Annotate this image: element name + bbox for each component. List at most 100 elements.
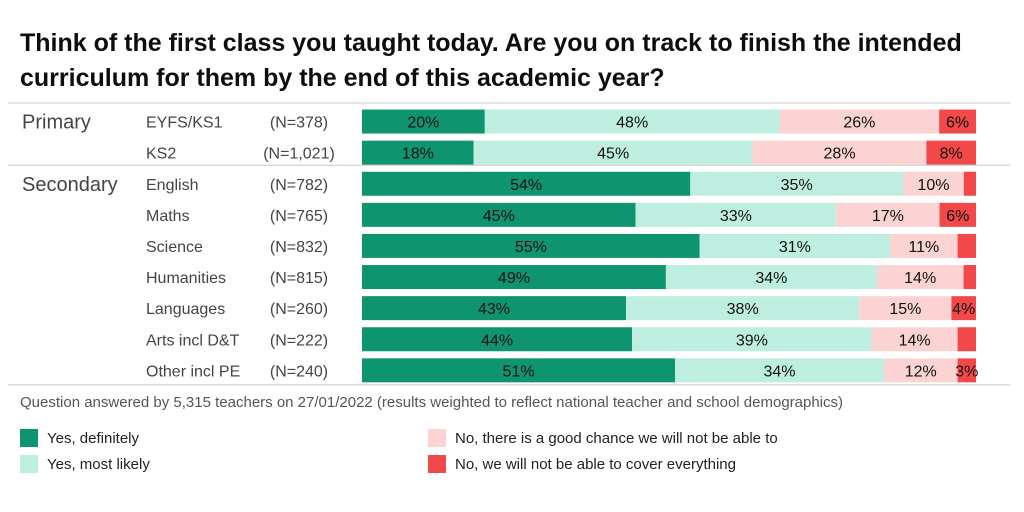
bar-segment (699, 233, 891, 258)
bar-segment (362, 202, 636, 227)
row-n-label: (N=765) (270, 208, 328, 225)
bar-segment (963, 265, 976, 290)
row-label: Humanities (146, 270, 226, 287)
data-label: 45% (483, 208, 515, 225)
data-label: 4% (952, 301, 975, 318)
row-n-label: (N=782) (270, 177, 328, 194)
bar-segment (362, 171, 691, 196)
row-label: KS2 (146, 146, 176, 163)
data-label: 33% (720, 208, 752, 225)
legend-label: Yes, definitely (47, 429, 140, 447)
data-label: 48% (616, 115, 648, 132)
data-label: 6% (946, 208, 969, 225)
data-label: 10% (917, 177, 949, 194)
legend-swatch (20, 455, 38, 473)
data-label: 45% (597, 146, 629, 163)
bar-segment (871, 327, 958, 352)
bar-segment (362, 327, 633, 352)
bar-segment (484, 109, 780, 134)
legend-item-no-will-not: No, we will not be able to cover everyth… (428, 454, 736, 474)
legend-swatch (20, 429, 38, 447)
row-label: EYFS/KS1 (146, 115, 223, 132)
legend-swatch (428, 455, 446, 473)
bar-segment (626, 296, 860, 321)
bar-segment (957, 233, 976, 258)
row-n-label: (N=260) (270, 301, 328, 318)
data-label: 8% (940, 146, 963, 163)
group-label: Primary (22, 112, 91, 134)
bar-segment (779, 109, 940, 134)
bar-segment (362, 140, 474, 165)
data-label: 51% (503, 363, 535, 380)
bar-segment (890, 233, 958, 258)
row-n-label: (N=240) (270, 363, 328, 380)
legend-label: No, we will not be able to cover everyth… (455, 455, 736, 473)
data-label: 12% (905, 363, 937, 380)
bar-segment (939, 109, 976, 134)
data-label: 15% (889, 301, 921, 318)
bar-segment (903, 171, 964, 196)
legend-item-no-good-chance: No, there is a good chance we will not b… (428, 428, 778, 448)
bar-segment (362, 296, 627, 321)
data-label: 14% (904, 270, 936, 287)
bar-segment (752, 140, 927, 165)
bar-segment (362, 233, 700, 258)
bar-segment (362, 358, 676, 383)
data-label: 11% (908, 239, 939, 256)
bar-segment (690, 171, 904, 196)
row-label: Arts incl D&T (146, 332, 240, 349)
bar-segment (883, 358, 958, 383)
bar-segment (939, 202, 976, 227)
data-label: 6% (946, 115, 969, 132)
data-label: 35% (781, 177, 813, 194)
legend-label: Yes, most likely (47, 455, 150, 473)
row-n-label: (N=1,021) (263, 146, 335, 163)
data-label: 44% (481, 332, 513, 349)
bar-segment (859, 296, 952, 321)
footnote: Question answered by 5,315 teachers on 2… (20, 394, 844, 411)
data-label: 18% (402, 146, 434, 163)
row-label: Languages (146, 301, 225, 318)
bar-segment (362, 109, 485, 134)
bar-segment (876, 265, 964, 290)
row-n-label: (N=222) (270, 332, 328, 349)
data-label: 31% (779, 239, 811, 256)
data-label: 39% (736, 332, 768, 349)
data-label: 43% (478, 301, 510, 318)
bar-segment (957, 327, 976, 352)
legend-swatch (428, 429, 446, 447)
row-label: Maths (146, 208, 190, 225)
legend-item-yes-definitely: Yes, definitely (20, 428, 139, 448)
data-label: 38% (727, 301, 759, 318)
data-label: 28% (824, 146, 856, 163)
data-label: 34% (755, 270, 787, 287)
row-n-label: (N=832) (270, 239, 328, 256)
data-label: 14% (899, 332, 931, 349)
bar-segment (963, 171, 976, 196)
bar-segment (635, 202, 837, 227)
legend-label: No, there is a good chance we will not b… (455, 429, 778, 447)
bar-segment (957, 358, 976, 383)
group-label: Secondary (22, 174, 118, 196)
data-label: 17% (872, 208, 904, 225)
data-label: 26% (843, 115, 875, 132)
bar-segment (473, 140, 753, 165)
row-label: Other incl PE (146, 363, 240, 380)
data-label: 20% (407, 115, 439, 132)
data-label: 34% (764, 363, 796, 380)
bar-segment (926, 140, 976, 165)
bar-segment (632, 327, 872, 352)
bar-segment (675, 358, 884, 383)
bar-segment (951, 296, 976, 321)
data-label: 55% (515, 239, 547, 256)
bar-segment (362, 265, 666, 290)
bar-segment (836, 202, 940, 227)
data-label: 3% (955, 363, 978, 380)
row-label: Science (146, 239, 203, 256)
chart-title: Think of the first class you taught toda… (20, 29, 962, 92)
row-n-label: (N=815) (270, 270, 328, 287)
bar-segment (665, 265, 877, 290)
legend-item-yes-most-likely: Yes, most likely (20, 454, 150, 474)
data-label: 54% (510, 177, 542, 194)
